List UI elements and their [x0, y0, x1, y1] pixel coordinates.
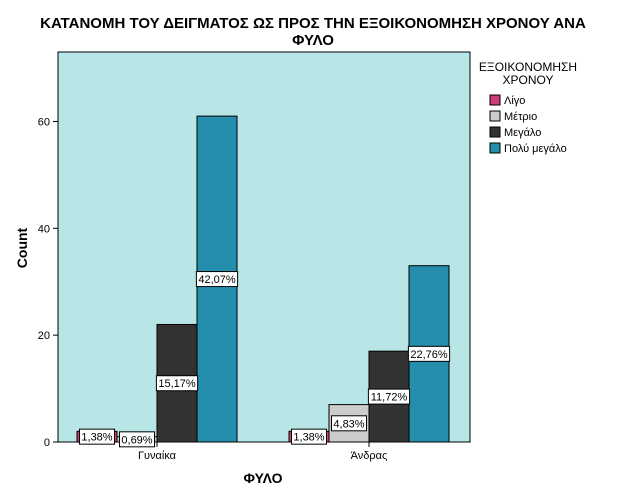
- y-tick-label: 20: [38, 330, 50, 342]
- legend-swatch: [489, 142, 501, 154]
- data-label: 11,72%: [371, 392, 408, 404]
- legend-items: Λίγο Μέτριο Μεγάλο Πολύ μεγάλο: [489, 94, 567, 155]
- data-labels-group: 1,38% 0,69% 15,17% 42,07% 1,38% 4,83% 11,72% 22…: [79, 271, 451, 448]
- y-axis: 0 20 40 60: [38, 116, 58, 449]
- legend-swatch: [489, 110, 501, 122]
- data-label-box: [155, 375, 199, 392]
- data-label-box: [195, 271, 239, 288]
- data-label: 42,07%: [198, 274, 236, 286]
- data-label-box: [79, 428, 115, 445]
- legend-label: Λίγο: [504, 95, 525, 107]
- legend-label: Μέτριο: [504, 111, 537, 123]
- data-label: 0,69%: [121, 434, 152, 446]
- legend-swatch: [489, 94, 501, 106]
- data-label-box: [407, 345, 451, 362]
- y-axis-title: Count: [14, 227, 30, 268]
- legend-swatch: [489, 126, 501, 138]
- data-label: 22,76%: [410, 349, 448, 361]
- data-label: 1,38%: [293, 432, 324, 444]
- data-label: 4,83%: [333, 418, 364, 430]
- y-tick-label: 0: [44, 437, 50, 449]
- legend-title-line-2: ΧΡΟΝΟΥ: [503, 73, 554, 87]
- data-label: 1,38%: [81, 432, 112, 444]
- data-label-box: [291, 428, 327, 445]
- x-tick-label: Γυναίκα: [138, 450, 177, 462]
- y-tick-label: 60: [38, 116, 50, 128]
- y-tick-label: 40: [38, 223, 50, 235]
- x-tick-label: Άνδρας: [351, 450, 388, 462]
- legend: ΕΞΟΙΚΟΝΟΜΗΣΗ ΧΡΟΝΟΥ Λίγο Μέτριο Μεγάλο Πολύ…: [479, 60, 577, 155]
- data-label-box: [367, 388, 411, 405]
- data-label-box: [331, 415, 367, 432]
- data-label-box: [119, 431, 155, 448]
- x-axis: Γυναίκα Άνδρας: [138, 442, 387, 462]
- x-axis-title: ΦΥΛΟ: [243, 470, 282, 486]
- chart-title-line-2: ΦΥΛΟ: [292, 32, 334, 49]
- legend-title-line-1: ΕΞΟΙΚΟΝΟΜΗΣΗ: [479, 60, 577, 74]
- data-label: 15,17%: [158, 378, 196, 390]
- legend-label: Πολύ μεγάλο: [504, 143, 567, 155]
- legend-label: Μεγάλο: [504, 127, 541, 139]
- chart-title-line-1: ΚΑΤΑΝΟΜΗ ΤΟΥ ΔΕΙΓΜΑΤΟΣ ΩΣ ΠΡΟΣ ΤΗΝ ΕΞΟΙΚ…: [40, 15, 586, 32]
